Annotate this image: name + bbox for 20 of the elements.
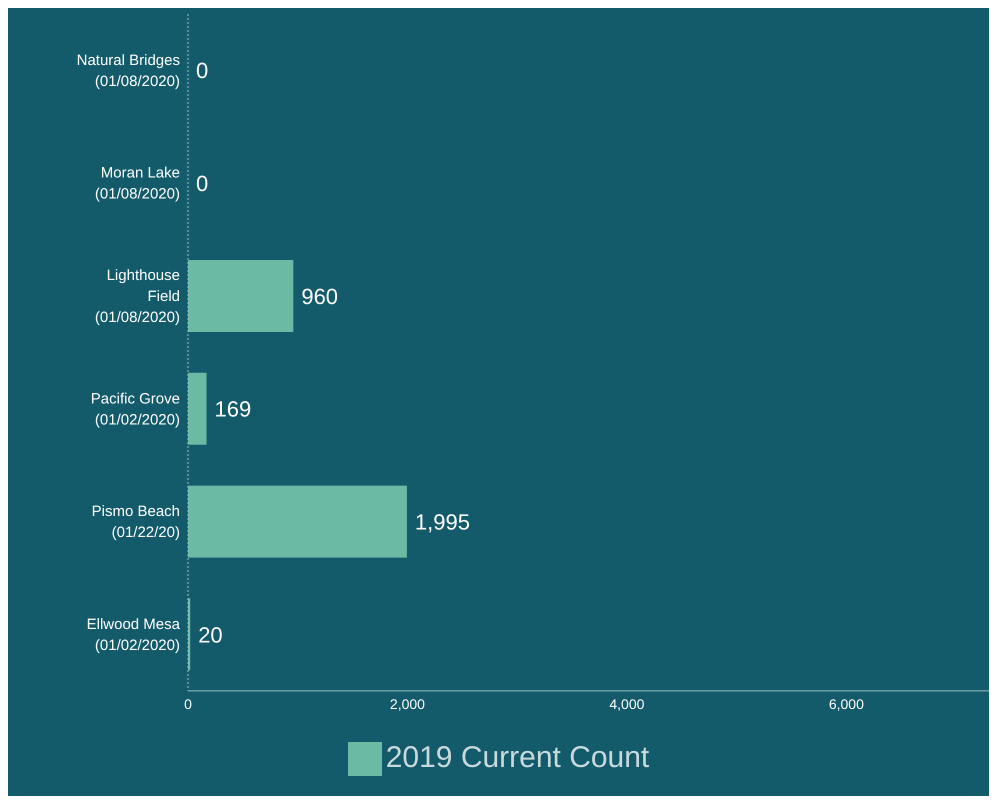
- data-label: 20: [198, 622, 223, 648]
- data-label: 960: [301, 284, 338, 309]
- bar: [188, 372, 207, 445]
- data-label: 169: [214, 396, 252, 422]
- data-label: 0: [196, 58, 208, 84]
- x-tick-label: 2,000: [390, 696, 426, 712]
- legend-label: 2019 Current Count: [386, 740, 650, 774]
- x-tick-label: 4,000: [609, 696, 645, 712]
- bar: [188, 260, 294, 332]
- y-tick-label: Moran Lake (01/08/2020): [94, 164, 180, 203]
- data-label: 1,995: [414, 510, 470, 534]
- bar: [188, 486, 407, 558]
- y-tick-label: Lighthouse Field (01/08/2020): [94, 267, 180, 326]
- x-tick-label: 0: [184, 696, 192, 712]
- y-tick-label: Pacific Grove (01/02/2020): [90, 390, 180, 428]
- y-tick-label: Ellwood Mesa (01/02/2020): [86, 616, 181, 654]
- y-tick-label: Natural Bridges (01/08/2020): [76, 52, 180, 90]
- x-tick-label: 6,000: [828, 696, 864, 712]
- data-label: 0: [196, 171, 208, 196]
- y-tick-label: Pismo Beach (01/22/20): [92, 503, 180, 542]
